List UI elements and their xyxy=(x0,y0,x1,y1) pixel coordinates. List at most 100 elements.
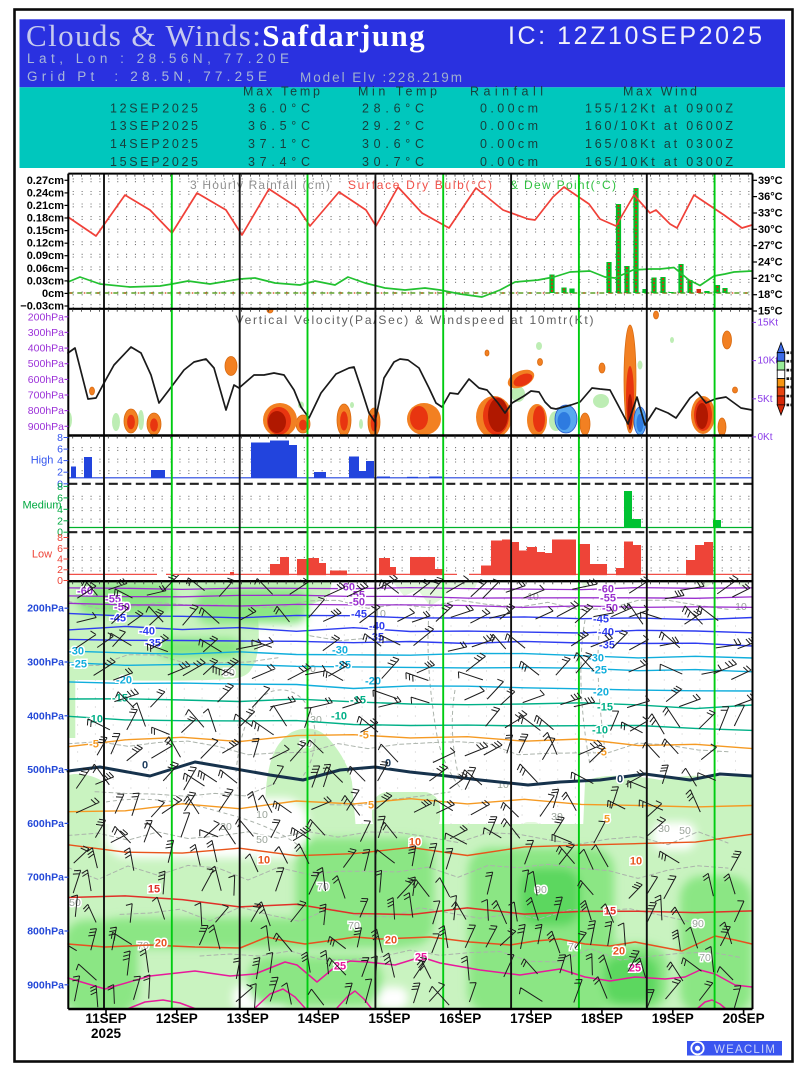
svg-text:900hPa: 900hPa xyxy=(28,421,64,433)
svg-text:30: 30 xyxy=(310,714,322,726)
svg-text:70: 70 xyxy=(348,920,360,932)
svg-text:39°C: 39°C xyxy=(758,175,783,187)
svg-text:-25: -25 xyxy=(71,659,87,671)
svg-text:900hPa: 900hPa xyxy=(27,979,64,991)
svg-text:4: 4 xyxy=(57,504,63,516)
svg-text:0.18cm: 0.18cm xyxy=(27,213,65,225)
svg-text:2: 2 xyxy=(57,515,63,527)
svg-text:-35: -35 xyxy=(145,638,161,650)
svg-text:50: 50 xyxy=(69,897,81,909)
svg-text:16SEP: 16SEP xyxy=(439,1011,481,1026)
svg-text:-45: -45 xyxy=(351,609,367,621)
svg-text:10: 10 xyxy=(258,855,270,867)
svg-text:11SEP: 11SEP xyxy=(85,1011,126,1026)
svg-text:27°C: 27°C xyxy=(758,240,783,252)
svg-text:Clouds & Winds:Safdarjung: Clouds & Winds:Safdarjung xyxy=(26,18,426,53)
svg-text:6: 6 xyxy=(57,444,63,456)
svg-text:36°C: 36°C xyxy=(758,191,783,203)
svg-text:-5: -5 xyxy=(89,739,99,751)
svg-text:0cm: 0cm xyxy=(42,288,64,300)
svg-text:0.27cm: 0.27cm xyxy=(27,175,65,187)
svg-text:90: 90 xyxy=(535,884,547,896)
svg-text:2: 2 xyxy=(57,467,63,479)
svg-text:Rainfall: Rainfall xyxy=(470,85,543,99)
svg-text:200hPa: 200hPa xyxy=(27,603,64,615)
svg-text:Surface Dry Bulb(°C): Surface Dry Bulb(°C) xyxy=(348,178,492,192)
svg-text:70: 70 xyxy=(317,881,329,893)
svg-text:8: 8 xyxy=(57,532,63,544)
svg-text:18SEP: 18SEP xyxy=(581,1011,623,1026)
svg-text:−0.03cm: −0.03cm xyxy=(20,301,64,313)
svg-text:12SEP: 12SEP xyxy=(156,1011,198,1026)
svg-text:0.03cm: 0.03cm xyxy=(27,275,65,287)
svg-text:6: 6 xyxy=(57,492,63,504)
svg-text:165/08Kt at 0300Z: 165/08Kt at 0300Z xyxy=(585,137,733,151)
svg-text:10Kt: 10Kt xyxy=(758,356,779,367)
svg-text:-10: -10 xyxy=(331,711,347,723)
svg-text:-25: -25 xyxy=(591,665,607,677)
svg-text:12SEP2025: 12SEP2025 xyxy=(110,101,198,115)
svg-text:0.21cm: 0.21cm xyxy=(27,200,65,212)
svg-text:-30: -30 xyxy=(68,646,84,658)
svg-text:13SEP: 13SEP xyxy=(227,1011,269,1026)
svg-text:30.6°C: 30.6°C xyxy=(362,137,424,151)
svg-text:5Kt: 5Kt xyxy=(758,394,773,405)
svg-text:-50: -50 xyxy=(349,597,365,609)
svg-text:0.09cm: 0.09cm xyxy=(27,250,65,262)
svg-text:25: 25 xyxy=(334,961,346,973)
svg-text:-40: -40 xyxy=(369,621,385,633)
svg-text:4: 4 xyxy=(57,554,63,566)
svg-text:0: 0 xyxy=(57,478,63,490)
svg-text:200hPa: 200hPa xyxy=(28,311,64,323)
svg-text:10: 10 xyxy=(409,837,421,849)
svg-text:25: 25 xyxy=(629,963,641,975)
svg-text:20: 20 xyxy=(155,938,167,950)
svg-text:-20: -20 xyxy=(365,676,381,688)
svg-text:Low: Low xyxy=(32,549,52,561)
svg-text:0.15cm: 0.15cm xyxy=(27,225,65,237)
svg-text:30°C: 30°C xyxy=(758,224,783,236)
svg-text:30.7°C: 30.7°C xyxy=(362,155,424,169)
svg-text:500hPa: 500hPa xyxy=(28,358,64,370)
svg-text:IC: 12Z10SEP2025: IC: 12Z10SEP2025 xyxy=(508,22,762,50)
svg-text:0: 0 xyxy=(57,575,63,587)
svg-text:8: 8 xyxy=(57,432,63,444)
svg-text:17SEP: 17SEP xyxy=(510,1011,552,1026)
svg-text:2: 2 xyxy=(57,564,63,576)
svg-text:-35: -35 xyxy=(599,640,615,652)
svg-text:-20: -20 xyxy=(593,687,609,699)
svg-text:19SEP: 19SEP xyxy=(652,1011,694,1026)
svg-text:High: High xyxy=(31,455,54,467)
svg-text:0Kt: 0Kt xyxy=(758,432,773,443)
svg-text:20: 20 xyxy=(385,935,397,947)
svg-text:155/12Kt at 0900Z: 155/12Kt at 0900Z xyxy=(585,101,733,115)
svg-text:15°C: 15°C xyxy=(758,306,783,318)
svg-text:15: 15 xyxy=(148,884,160,896)
svg-text:0.06cm: 0.06cm xyxy=(27,263,65,275)
svg-text:0.24cm: 0.24cm xyxy=(27,187,65,199)
svg-text:-50: -50 xyxy=(602,603,618,615)
svg-text:20: 20 xyxy=(613,946,625,958)
svg-text:28.6°C: 28.6°C xyxy=(362,101,424,115)
svg-text:90: 90 xyxy=(692,918,704,930)
svg-text:800hPa: 800hPa xyxy=(28,405,64,417)
svg-text:-60: -60 xyxy=(339,582,355,594)
svg-text:20SEP: 20SEP xyxy=(723,1011,765,1026)
svg-text:5: 5 xyxy=(604,814,610,826)
svg-text:14SEP2025: 14SEP2025 xyxy=(110,137,198,151)
svg-text:700hPa: 700hPa xyxy=(27,872,64,884)
svg-text:Medium: Medium xyxy=(22,500,61,512)
svg-text:400hPa: 400hPa xyxy=(28,343,64,355)
svg-text:30: 30 xyxy=(658,823,670,835)
svg-text:37.1°C: 37.1°C xyxy=(248,137,310,151)
svg-text:30: 30 xyxy=(551,811,563,823)
svg-text:800hPa: 800hPa xyxy=(27,926,64,938)
svg-text:14SEP: 14SEP xyxy=(297,1011,339,1026)
svg-text:15SEP2025: 15SEP2025 xyxy=(110,155,198,169)
svg-text:-5: -5 xyxy=(359,730,369,742)
svg-text:165/10Kt at 0300Z: 165/10Kt at 0300Z xyxy=(585,155,733,169)
svg-text:10: 10 xyxy=(256,809,268,821)
svg-text:36.0°C: 36.0°C xyxy=(248,101,310,115)
svg-text:0: 0 xyxy=(142,760,148,772)
svg-text:Min Temp: Min Temp xyxy=(358,85,437,99)
